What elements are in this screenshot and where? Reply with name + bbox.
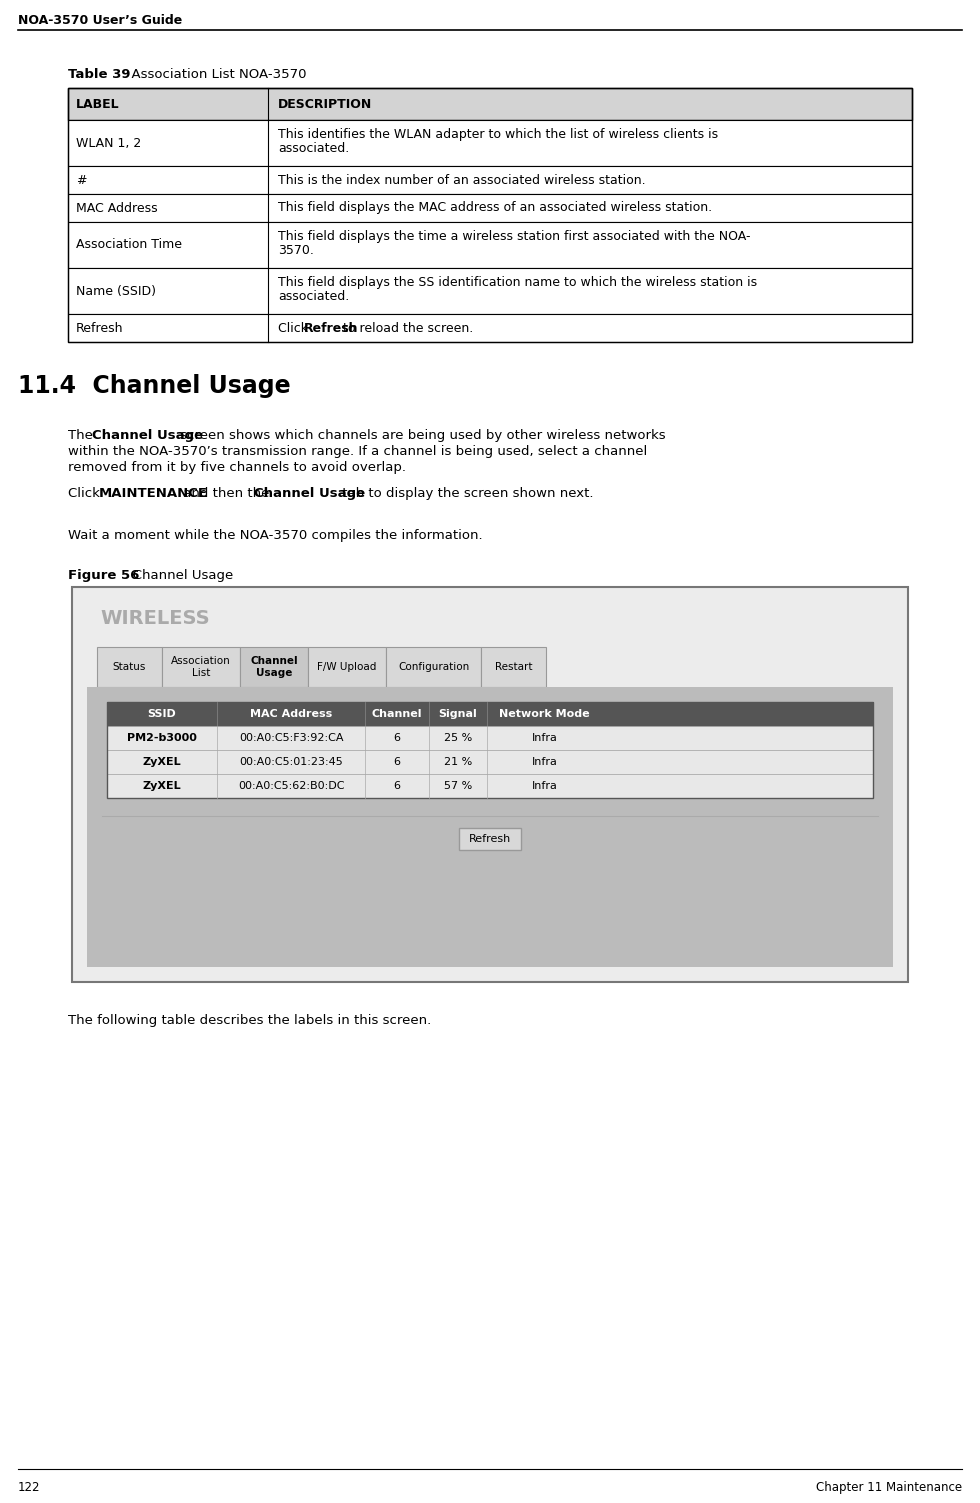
Bar xyxy=(107,726,873,750)
Text: Status: Status xyxy=(113,661,146,672)
Bar xyxy=(68,89,912,120)
Text: The following table describes the labels in this screen.: The following table describes the labels… xyxy=(68,1015,431,1027)
Text: removed from it by five channels to avoid overlap.: removed from it by five channels to avoi… xyxy=(68,461,406,473)
Text: MAINTENANCE: MAINTENANCE xyxy=(99,487,208,500)
Text: This field displays the SS identification name to which the wireless station is: This field displays the SS identificatio… xyxy=(278,277,758,289)
Text: and then the: and then the xyxy=(179,487,273,500)
Text: LABEL: LABEL xyxy=(76,98,120,111)
Bar xyxy=(481,646,546,687)
Text: Refresh: Refresh xyxy=(76,322,123,335)
Text: 122: 122 xyxy=(18,1480,40,1494)
Bar xyxy=(68,165,912,194)
Text: DESCRIPTION: DESCRIPTION xyxy=(278,98,372,111)
Bar xyxy=(68,314,912,343)
Bar xyxy=(386,646,481,687)
Text: 00:A0:C5:62:B0:DC: 00:A0:C5:62:B0:DC xyxy=(238,782,344,791)
Bar xyxy=(107,702,873,726)
Text: F/W Upload: F/W Upload xyxy=(318,661,376,672)
Bar xyxy=(68,194,912,222)
Text: Channel Usage: Channel Usage xyxy=(92,428,203,442)
Text: Refresh: Refresh xyxy=(304,322,359,335)
Text: WLAN 1, 2: WLAN 1, 2 xyxy=(76,137,141,149)
Text: Association Time: Association Time xyxy=(76,239,182,251)
Text: 57 %: 57 % xyxy=(444,782,472,791)
Text: screen shows which channels are being used by other wireless networks: screen shows which channels are being us… xyxy=(176,428,665,442)
Text: associated.: associated. xyxy=(278,290,349,304)
Text: SSID: SSID xyxy=(148,709,176,718)
Text: 25 %: 25 % xyxy=(444,733,472,742)
Text: Channel Usage: Channel Usage xyxy=(254,487,366,500)
Text: Refresh: Refresh xyxy=(468,834,512,845)
Bar xyxy=(162,646,240,687)
Text: This field displays the time a wireless station first associated with the NOA-: This field displays the time a wireless … xyxy=(278,230,751,243)
Bar xyxy=(107,702,873,798)
Text: 3570.: 3570. xyxy=(278,243,314,257)
Text: Configuration: Configuration xyxy=(398,661,469,672)
Text: Network Mode: Network Mode xyxy=(499,709,590,718)
Text: NOA-3570 User’s Guide: NOA-3570 User’s Guide xyxy=(18,14,182,27)
Bar xyxy=(68,89,912,343)
Text: Channel
Usage: Channel Usage xyxy=(250,657,298,678)
Text: This is the index number of an associated wireless station.: This is the index number of an associate… xyxy=(278,173,646,186)
Bar xyxy=(107,750,873,774)
Text: 6: 6 xyxy=(394,758,401,767)
Text: WIRELESS: WIRELESS xyxy=(100,609,210,628)
Text: Association
List: Association List xyxy=(172,657,231,678)
Text: 21 %: 21 % xyxy=(444,758,472,767)
Text: The: The xyxy=(68,428,97,442)
Bar xyxy=(240,646,308,687)
Text: Infra: Infra xyxy=(531,733,558,742)
Bar xyxy=(72,588,908,981)
Text: Name (SSID): Name (SSID) xyxy=(76,284,156,298)
Text: Infra: Infra xyxy=(531,782,558,791)
Text: Channel: Channel xyxy=(371,709,422,718)
Bar xyxy=(68,268,912,314)
Text: Channel Usage: Channel Usage xyxy=(120,570,233,582)
Text: 11.4  Channel Usage: 11.4 Channel Usage xyxy=(18,374,291,398)
Text: Infra: Infra xyxy=(531,758,558,767)
Text: Association List NOA-3570: Association List NOA-3570 xyxy=(123,68,307,81)
Text: 6: 6 xyxy=(394,733,401,742)
Text: MAC Address: MAC Address xyxy=(76,201,158,215)
Bar xyxy=(68,222,912,268)
Text: Restart: Restart xyxy=(495,661,532,672)
Text: 6: 6 xyxy=(394,782,401,791)
Text: This identifies the WLAN adapter to which the list of wireless clients is: This identifies the WLAN adapter to whic… xyxy=(278,128,718,141)
Text: PM2-b3000: PM2-b3000 xyxy=(127,733,197,742)
Text: 00:A0:C5:01:23:45: 00:A0:C5:01:23:45 xyxy=(239,758,343,767)
Bar xyxy=(68,120,912,165)
Bar xyxy=(107,774,873,798)
Text: associated.: associated. xyxy=(278,141,349,155)
Text: MAC Address: MAC Address xyxy=(250,709,332,718)
Text: 00:A0:C5:F3:92:CA: 00:A0:C5:F3:92:CA xyxy=(239,733,343,742)
Text: Figure 56: Figure 56 xyxy=(68,570,139,582)
Text: Table 39: Table 39 xyxy=(68,68,130,81)
Text: Click: Click xyxy=(68,487,104,500)
Text: This field displays the MAC address of an associated wireless station.: This field displays the MAC address of a… xyxy=(278,201,712,215)
Text: to reload the screen.: to reload the screen. xyxy=(339,322,473,335)
Text: #: # xyxy=(76,173,86,186)
Text: ZyXEL: ZyXEL xyxy=(143,758,181,767)
Text: Wait a moment while the NOA-3570 compiles the information.: Wait a moment while the NOA-3570 compile… xyxy=(68,529,482,543)
Text: ZyXEL: ZyXEL xyxy=(143,782,181,791)
Text: Click: Click xyxy=(278,322,312,335)
Bar xyxy=(459,828,521,851)
Bar xyxy=(97,646,162,687)
Text: Signal: Signal xyxy=(439,709,477,718)
Text: tab to display the screen shown next.: tab to display the screen shown next. xyxy=(338,487,594,500)
Bar xyxy=(308,646,386,687)
Text: Chapter 11 Maintenance: Chapter 11 Maintenance xyxy=(816,1480,962,1494)
Text: within the NOA-3570’s transmission range. If a channel is being used, select a c: within the NOA-3570’s transmission range… xyxy=(68,445,647,458)
Bar xyxy=(87,687,893,966)
